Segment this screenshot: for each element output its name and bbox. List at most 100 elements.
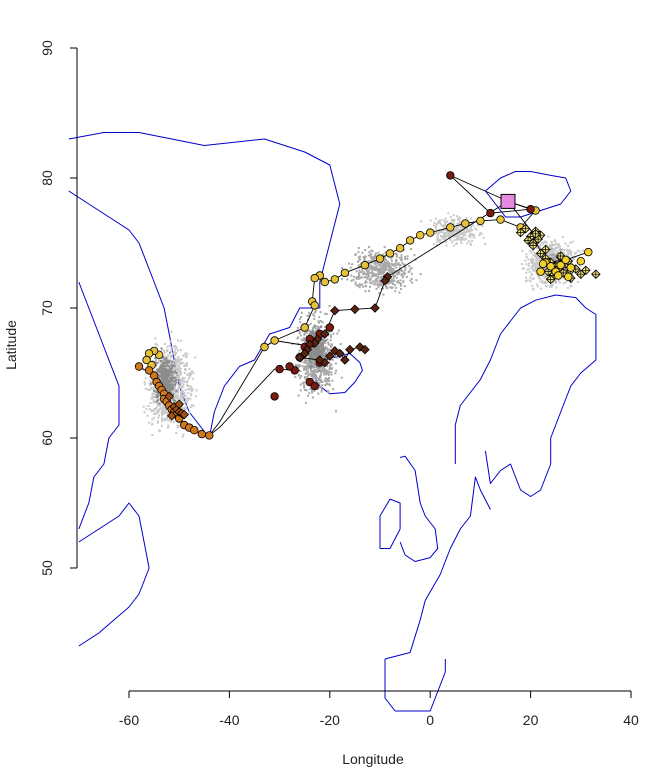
uncertainty-point [361,268,364,271]
uncertainty-point [375,279,378,282]
uncertainty-point [459,239,462,242]
coastline-svalbard [485,171,572,218]
uncertainty-point [301,382,304,384]
uncertainty-point [398,272,400,275]
uncertainty-point [156,395,159,398]
uncertainty-point [369,281,372,284]
uncertainty-point [360,271,362,273]
uncertainty-point [163,373,166,376]
uncertainty-point [378,280,381,283]
uncertainty-point [309,331,312,334]
uncertainty-point [562,277,565,280]
uncertainty-point [567,244,569,247]
uncertainty-point [370,253,373,255]
uncertainty-point [298,332,301,335]
uncertainty-point [194,356,197,359]
uncertainty-point [330,344,332,347]
data-point [260,342,269,352]
uncertainty-point [177,364,180,367]
uncertainty-point [525,276,528,279]
data-point [360,260,370,270]
uncertainty-point [452,231,455,234]
uncertainty-point [571,280,574,283]
uncertainty-point [568,249,571,252]
uncertainty-point [442,228,445,231]
uncertainty-point [548,251,551,254]
uncertainty-point [161,420,163,423]
uncertainty-point [146,414,149,417]
uncertainty-point [463,239,466,241]
uncertainty-point [172,393,175,396]
uncertainty-point [158,430,161,432]
uncertainty-point [167,372,170,375]
uncertainty-point [308,312,311,315]
uncertainty-point [387,282,390,285]
uncertainty-point [475,228,478,231]
uncertainty-point [332,388,335,391]
uncertainty-point [472,235,475,238]
uncertainty-point [467,240,470,243]
uncertainty-point [322,339,325,342]
uncertainty-point [311,355,314,358]
uncertainty-point [190,394,193,397]
uncertainty-point [369,254,372,257]
uncertainty-point [465,227,468,230]
uncertainty-point [311,391,314,394]
uncertainty-point [539,277,542,280]
uncertainty-point [166,372,169,375]
uncertainty-point [306,371,309,374]
uncertainty-point [439,221,441,224]
uncertainty-point [167,383,170,386]
uncertainty-point [163,377,166,380]
uncertainty-point [357,251,360,254]
uncertainty-point [383,271,386,273]
uncertainty-point [444,233,447,236]
coastline-labrador [78,502,150,647]
uncertainty-point [549,246,552,248]
uncertainty-point [527,264,530,267]
uncertainty-point [372,280,374,283]
uncertainty-point [435,225,438,228]
uncertainty-point [152,409,155,412]
uncertainty-point [326,338,329,341]
uncertainty-point [153,408,156,410]
uncertainty-point [357,275,360,278]
uncertainty-point [180,406,183,409]
y-tick-label: 90 [39,40,55,56]
uncertainty-point [529,258,532,261]
uncertainty-point [456,226,459,229]
uncertainty-point [184,369,187,371]
uncertainty-point [457,222,460,225]
series-4 [294,272,393,368]
uncertainty-point [164,365,167,367]
uncertainty-point [440,234,442,237]
uncertainty-point [324,325,327,328]
uncertainty-point [156,410,159,413]
uncertainty-point [310,375,313,378]
uncertainty-point [298,330,301,333]
uncertainty-point [170,374,173,377]
uncertainty-point [166,360,169,363]
uncertainty-point [169,356,172,359]
uncertainty-point [324,384,327,387]
uncertainty-point [172,397,174,400]
uncertainty-point [182,354,185,357]
uncertainty-point [309,370,312,373]
uncertainty-point [304,341,307,344]
uncertainty-point [172,352,175,355]
uncertainty-point [166,386,169,389]
uncertainty-point [531,277,534,280]
uncertainty-point [411,281,414,284]
uncertainty-point [373,274,376,277]
uncertainty-point [174,401,177,404]
uncertainty-point [563,267,566,270]
uncertainty-point [446,235,449,237]
uncertainty-point [316,365,319,367]
uncertainty-point [388,279,391,282]
data-point [164,391,174,402]
uncertainty-point [451,219,453,221]
uncertainty-point [311,377,314,380]
data-point [561,255,570,265]
uncertainty-point [372,258,375,261]
uncertainty-point [174,358,177,361]
